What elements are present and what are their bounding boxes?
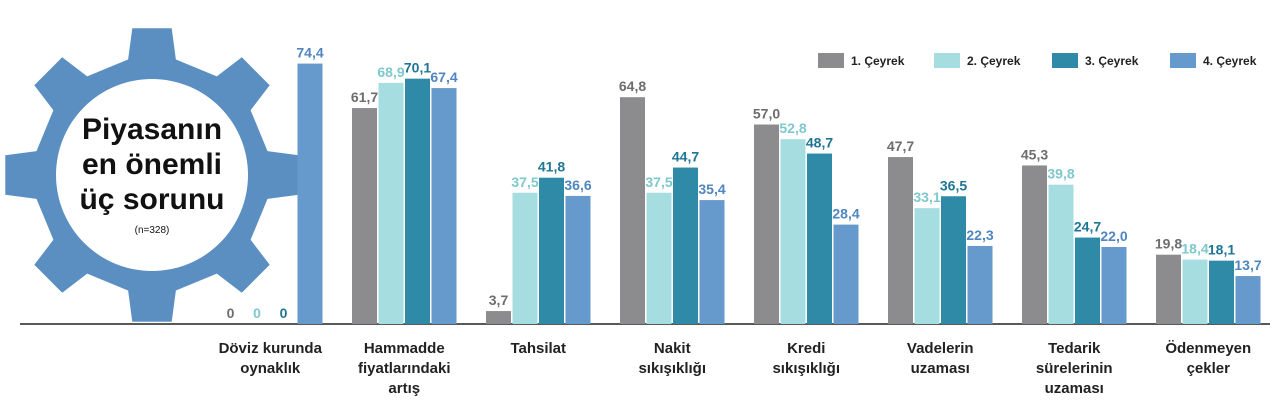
bar-2-q1: [352, 108, 377, 324]
category-label-7-line-1: Tedarik: [1048, 340, 1101, 357]
chart-title-line-3: üç sorunu: [79, 183, 224, 216]
bar-4-q4: [699, 200, 725, 324]
bar-7-q2: [1048, 184, 1074, 324]
bar-6-q1: [888, 157, 913, 324]
bar-3-q3: [539, 177, 564, 324]
category-label-1-line-1: Döviz kurunda: [219, 340, 323, 357]
gear-inner-circle: [56, 79, 248, 271]
bar-8-q4: [1235, 276, 1261, 324]
category-label-8-line-2: çekler: [1187, 360, 1231, 377]
value-label-8-q4: 13,7: [1234, 257, 1261, 273]
value-label-7-q3: 24,7: [1074, 219, 1101, 235]
value-label-6-q4: 22,3: [966, 227, 993, 243]
category-label-7-line-2: sürelerinin: [1036, 360, 1113, 377]
category-label-8-line-1: Ödenmeyen: [1165, 340, 1251, 357]
value-label-3-q2: 37,5: [511, 174, 538, 190]
category-label-4-line-1: Nakit: [654, 340, 691, 357]
value-label-2-q3: 70,1: [404, 60, 431, 76]
category-label-6-line-2: uzaması: [911, 360, 970, 377]
value-label-5-q3: 48,7: [806, 135, 833, 151]
value-label-6-q3: 36,5: [940, 177, 967, 193]
value-label-8-q3: 18,1: [1208, 242, 1235, 258]
value-label-5-q4: 28,4: [832, 206, 859, 222]
category-label-7-line-3: uzaması: [1045, 380, 1104, 397]
value-label-1-q3: 0: [280, 305, 288, 321]
value-label-3-q4: 36,6: [564, 177, 591, 193]
value-label-2-q1: 61,7: [351, 89, 378, 105]
value-label-7-q4: 22,0: [1100, 228, 1127, 244]
chart-title-line-2: en önemli: [82, 148, 222, 181]
bar-7-q1: [1022, 165, 1047, 324]
bar-6-q4: [967, 245, 993, 324]
legend-swatch-q1: [818, 53, 844, 68]
bar-5-q2: [780, 139, 806, 324]
category-label-3-line-1: Tahsilat: [510, 340, 566, 357]
bar-8-q3: [1209, 260, 1234, 324]
value-label-2-q4: 67,4: [430, 69, 457, 85]
bars-layer: [297, 63, 1261, 325]
value-label-4-q4: 35,4: [698, 181, 725, 197]
legend-label-q1: 1. Çeyrek: [851, 54, 905, 68]
bar-3-q2: [512, 192, 538, 324]
bar-5-q3: [807, 153, 832, 324]
value-label-8-q2: 18,4: [1181, 241, 1208, 257]
bar-4-q1: [620, 97, 645, 324]
category-label-1-line-2: oynaklık: [240, 360, 301, 377]
category-label-4-line-2: sıkışıklığı: [638, 360, 706, 377]
bar-7-q4: [1101, 247, 1127, 324]
value-label-1-q2: 0: [253, 305, 261, 321]
bar-5-q4: [833, 224, 859, 324]
sample-size-note: (n=328): [135, 225, 170, 236]
category-label-5-line-1: Kredi: [787, 340, 825, 357]
bar-6-q3: [941, 196, 966, 324]
value-label-2-q2: 68,9: [377, 64, 404, 80]
category-labels-layer: Döviz kurunda oynaklık Hammadde fiyatlarınd…: [219, 340, 1252, 397]
bar-6-q2: [914, 208, 940, 324]
value-label-1-q1: 0: [227, 305, 235, 321]
bar-1-q4: [297, 63, 323, 324]
value-label-4-q2: 37,5: [645, 174, 672, 190]
bar-4-q2: [646, 192, 672, 324]
legend-label-q4: 4. Çeyrek: [1203, 54, 1257, 68]
legend: 1. Çeyrek 2. Çeyrek 3. Çeyrek 4. Çeyrek: [818, 53, 1257, 68]
chart-title-line-1: Piyasanın: [82, 113, 222, 146]
category-label-5-line-2: sıkışıklığı: [772, 360, 840, 377]
value-label-5-q1: 57,0: [753, 106, 780, 122]
bar-3-q1: [486, 311, 511, 324]
value-label-5-q2: 52,8: [779, 120, 806, 136]
value-label-1-q4: 74,4: [296, 45, 323, 61]
bar-2-q3: [405, 78, 430, 325]
value-label-6-q2: 33,1: [913, 189, 940, 205]
bar-2-q2: [378, 82, 404, 324]
value-label-4-q1: 64,8: [619, 78, 646, 94]
legend-label-q3: 3. Çeyrek: [1085, 54, 1139, 68]
bar-8-q1: [1156, 254, 1181, 324]
category-label-6-line-1: Vadelerin: [907, 340, 974, 357]
legend-swatch-q4: [1170, 53, 1196, 68]
value-label-3-q1: 3,7: [489, 292, 509, 308]
value-labels-layer: 0 0 074,461,768,9 70,167,43,737,541,836,664…: [227, 45, 1262, 321]
value-label-6-q1: 47,7: [887, 138, 914, 154]
legend-label-q2: 2. Çeyrek: [967, 54, 1021, 68]
bar-3-q4: [565, 195, 591, 324]
category-label-2-line-1: Hammadde: [364, 340, 445, 357]
bar-7-q3: [1075, 237, 1100, 324]
value-label-4-q3: 44,7: [672, 149, 699, 165]
value-label-8-q1: 19,8: [1155, 236, 1182, 252]
value-label-7-q2: 39,8: [1047, 166, 1074, 182]
bar-2-q4: [431, 88, 457, 324]
bar-8-q2: [1182, 259, 1208, 324]
bar-5-q1: [754, 124, 779, 324]
value-label-3-q3: 41,8: [538, 159, 565, 175]
gear-icon: Piyasanın en önemli üç sorunu (n=328): [5, 28, 299, 322]
value-label-7-q1: 45,3: [1021, 146, 1048, 162]
category-label-2-line-2: fiyatlarındaki: [358, 360, 451, 377]
legend-swatch-q3: [1052, 53, 1078, 68]
bar-4-q3: [673, 167, 698, 324]
legend-swatch-q2: [934, 53, 960, 68]
category-label-2-line-3: artış: [388, 380, 420, 397]
